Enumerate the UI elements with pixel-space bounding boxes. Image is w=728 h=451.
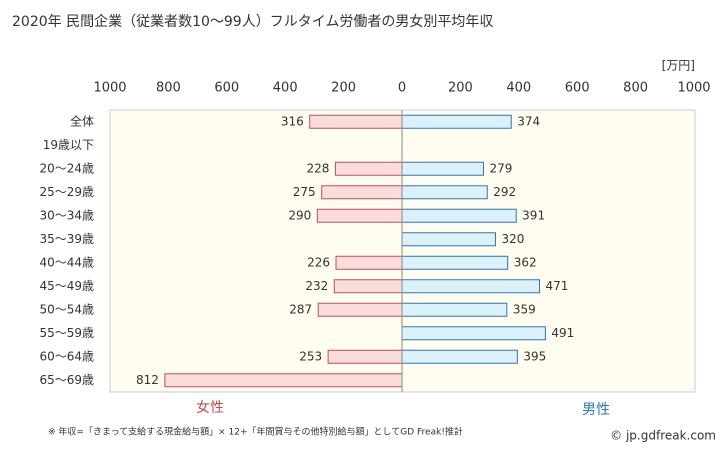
bar: [327, 349, 403, 364]
bar: [401, 208, 517, 223]
bar: [333, 279, 403, 294]
bar: [164, 373, 403, 388]
bar: [401, 255, 509, 270]
value-label: 491: [551, 326, 574, 340]
category-label: 55～59歳: [39, 326, 94, 340]
x-tick-label: 1000: [677, 81, 710, 96]
bar: [401, 302, 508, 317]
bar: [334, 161, 403, 176]
legend-label: 女性: [196, 399, 224, 416]
value-label: 395: [523, 349, 546, 363]
bar: [401, 114, 512, 129]
category-label: 40～44歳: [39, 255, 94, 269]
value-label: 253: [299, 349, 322, 363]
bar: [335, 255, 403, 270]
value-label: 232: [305, 279, 328, 293]
bar: [401, 326, 546, 341]
bar: [401, 232, 496, 247]
footnote: ※ 年収=「きまって支給する現金給与額」× 12+「年間賞与その他特別給与額」と…: [48, 426, 463, 438]
value-label: 320: [501, 232, 524, 246]
category-label: 25～29歳: [39, 185, 94, 199]
x-tick-label: 0: [398, 81, 406, 96]
source: © jp.gdfreak.com: [610, 429, 716, 443]
value-label: 316: [281, 114, 304, 128]
x-tick-label: 800: [623, 81, 648, 96]
legend-label: 男性: [582, 402, 610, 418]
x-tick-label: 600: [565, 81, 590, 96]
value-label: 812: [136, 373, 159, 387]
x-tick-label: 800: [156, 81, 181, 96]
bar: [401, 185, 488, 200]
category-label: 19歳以下: [43, 138, 94, 152]
bar: [321, 185, 403, 200]
value-label: 374: [517, 114, 540, 128]
bar: [317, 302, 403, 317]
value-label: 287: [289, 302, 312, 316]
category-label: 全体: [70, 113, 94, 128]
bar: [401, 349, 518, 364]
value-label: 279: [489, 161, 512, 175]
bar: [401, 279, 541, 294]
value-label: 471: [546, 279, 569, 293]
category-label: 60～64歳: [39, 349, 94, 363]
bar: [401, 161, 484, 176]
x-tick-label: 1000: [93, 81, 126, 96]
category-label: 35～39歳: [39, 232, 94, 246]
x-tick-label: 400: [506, 81, 531, 96]
value-label: 292: [493, 185, 516, 199]
value-label: 290: [288, 208, 311, 222]
value-label: 228: [307, 161, 330, 175]
unit-label: [万円]: [662, 59, 695, 73]
category-label: 45～49歳: [39, 279, 94, 293]
category-label: 50～54歳: [39, 302, 94, 316]
x-tick-label: 600: [214, 81, 239, 96]
value-label: 391: [522, 208, 545, 222]
category-label: 20～24歳: [39, 161, 94, 175]
bar: [309, 114, 403, 129]
x-tick-label: 400: [273, 81, 298, 96]
value-label: 226: [307, 255, 330, 269]
bar: [316, 208, 403, 223]
chart-title: 2020年 民間企業（従業者数10～99人）フルタイム労働者の男女別平均年収: [12, 13, 493, 30]
value-label: 362: [514, 255, 537, 269]
value-label: 275: [293, 185, 316, 199]
category-label: 30～34歳: [39, 208, 94, 222]
category-label: 65～69歳: [39, 373, 94, 387]
value-label: 359: [513, 302, 536, 316]
x-tick-label: 200: [448, 81, 473, 96]
x-tick-label: 200: [331, 81, 356, 96]
